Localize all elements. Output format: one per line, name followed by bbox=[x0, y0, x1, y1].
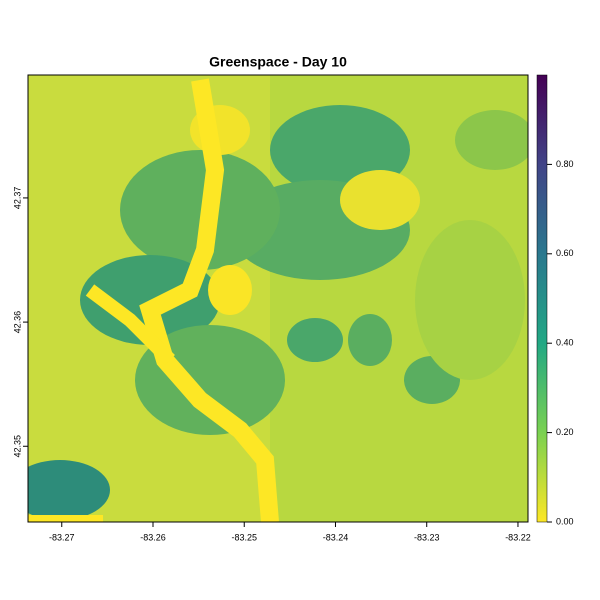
axes: -83.27 -83.26 -83.25 -83.24 -83.23 -83.22 42.3… bbox=[12, 159, 573, 543]
chart-title: Greenspace - Day 10 bbox=[209, 54, 347, 70]
x-tick-label: -83.24 bbox=[323, 532, 349, 542]
raster bbox=[28, 75, 528, 522]
colorbar bbox=[536, 74, 548, 523]
y-tick-label: 42.36 bbox=[12, 311, 22, 334]
colorbar-tick-label: 0.60 bbox=[556, 248, 574, 258]
x-tick-label: -83.25 bbox=[231, 532, 257, 542]
x-tick-label: -83.27 bbox=[49, 532, 75, 542]
x-tick-label: -83.26 bbox=[140, 532, 166, 542]
colorbar-tick-label: 0.20 bbox=[556, 427, 574, 437]
colorbar-tick-label: 0.40 bbox=[556, 338, 574, 348]
x-tick-label: -83.23 bbox=[414, 532, 440, 542]
y-tick-label: 42.35 bbox=[12, 435, 22, 458]
x-tick-label: -83.22 bbox=[505, 532, 531, 542]
colorbar-tick-label: 0.80 bbox=[556, 159, 574, 169]
colorbar-tick-label: 0.00 bbox=[556, 516, 574, 526]
plot-frame bbox=[27, 74, 529, 523]
y-tick-label: 42.37 bbox=[12, 187, 22, 210]
